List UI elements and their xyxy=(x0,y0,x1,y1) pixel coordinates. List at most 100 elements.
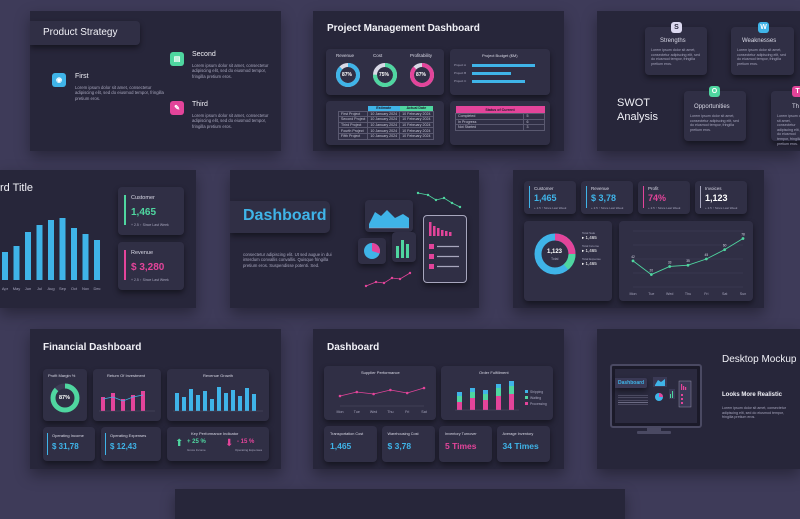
item-first-text: Lorem ipsum dolor sit amet, consectetur … xyxy=(75,85,164,101)
bar-label: Nov xyxy=(82,286,89,291)
swot-w-icon: W xyxy=(758,22,769,33)
screen-text xyxy=(618,395,648,405)
swot-t-icon: T xyxy=(792,86,800,97)
stat-label: Inventory Turnover xyxy=(445,432,477,436)
budget-row-label: Project C xyxy=(454,79,467,83)
legend-label: Waiting xyxy=(530,395,542,400)
ring-chart xyxy=(534,233,576,275)
second-icon: ▤ xyxy=(170,52,184,66)
bar xyxy=(48,220,54,280)
table-row: First Project 10 January 2024 10 February … xyxy=(337,110,434,118)
line-card: 42 Mon 20 Tue 33 Wed 35 Thu 45 Fri 60 Sat 78 Sun xyxy=(619,221,753,301)
supplier-line-chart: Mon Tue Wed Thu Fri Sat xyxy=(337,386,427,414)
slide-product-strategy[interactable]: Product Strategy ◉ First Lorem ipsum dol… xyxy=(30,11,281,151)
stat-label: Average Inventory xyxy=(502,432,534,436)
table-cell: 10 February 2024 xyxy=(399,110,434,118)
hero-title: Dashboard xyxy=(243,207,327,224)
monitor-screen: Dashboard xyxy=(615,369,697,423)
roi-card: Return Of Investment xyxy=(93,369,161,421)
customer-label: Customer xyxy=(131,195,155,201)
customer-note: + 2.5 ↑ Since Last Week xyxy=(131,223,169,227)
roi-chart xyxy=(99,391,155,412)
slide-swot[interactable]: SWOT Analysis S Strengths Lorem ipsum do… xyxy=(597,11,800,151)
line-point xyxy=(405,391,409,395)
slide-financial-dashboard[interactable]: Financial Dashboard Profit Margin % 87% … xyxy=(30,329,281,469)
bar-label: Jul xyxy=(37,286,42,291)
legend-label: Total Sale xyxy=(582,231,596,235)
growth-card: Revenue Growth xyxy=(167,369,269,421)
legend-swatch xyxy=(525,396,528,399)
slide-title: Project Management Dashboard xyxy=(327,23,480,34)
line-point xyxy=(668,265,672,268)
kpi-card: Customer 1,465 + 2.5 ↑ Since Last Week xyxy=(524,181,576,214)
table-row: Fourth Project 10 January 2024 10 February… xyxy=(337,127,434,134)
supplier-card: Supplier Performance Mon Tue Wed Thu Fri Sat xyxy=(324,366,436,420)
slide-dashboard-supply[interactable]: Dashboard Supplier Performance Mon Tue Wed… xyxy=(313,329,564,469)
swot-title-line2: Analysis xyxy=(617,111,658,123)
line-point xyxy=(389,388,392,392)
line-point xyxy=(338,394,342,398)
status-cell: 6 xyxy=(523,118,545,126)
bar-chart: Apr May Jun Jul Aug Sep Oct Nov Dec xyxy=(2,218,101,291)
slide-dashboard-hero[interactable]: Dashboard consectetur adipiscing elit. U… xyxy=(230,170,479,308)
line-point xyxy=(741,237,745,240)
table-cell: Third Project xyxy=(337,121,369,129)
slide-bottom-partial[interactable] xyxy=(175,489,625,519)
kpi-note: + 2.5 ↑ Since Last Week xyxy=(591,206,624,210)
slide-title: Desktop Mockup xyxy=(722,354,797,365)
screen-title: Dashboard xyxy=(618,380,645,386)
bar-label: May xyxy=(13,286,21,291)
bar xyxy=(25,232,31,280)
slide-project-management[interactable]: Project Management Dashboard Revenue 87% C… xyxy=(313,11,564,151)
swot-opportunities-label: Opportunities xyxy=(694,104,730,110)
swot-s-icon: S xyxy=(671,22,682,33)
stat-value: 1,465 xyxy=(330,441,352,451)
series-line xyxy=(339,387,425,397)
margin-ring xyxy=(50,383,80,413)
donut-value: 75% xyxy=(379,72,390,78)
up-arrow-icon: ⬆ xyxy=(175,438,184,449)
donut-arc xyxy=(373,63,397,87)
roi-label: Return Of Investment xyxy=(107,373,146,378)
donut-value: 87% xyxy=(416,72,427,78)
swot-o-icon: O xyxy=(709,86,720,97)
growth-chart xyxy=(173,387,263,412)
status-cell: 3 xyxy=(523,124,545,131)
line-point xyxy=(372,392,375,396)
trend-line-top xyxy=(416,191,462,209)
slide-kpi-dashboard[interactable]: Customer 1,465 + 2.5 ↑ Since Last Week Reve… xyxy=(513,170,764,308)
slide-title: Dashboard xyxy=(327,342,380,353)
slide-desktop-mockup[interactable]: Desktop Mockup Looks More Realistic Lore… xyxy=(597,329,800,469)
kpi-up-label: Gross Income xyxy=(187,448,206,452)
order-stacked-bars xyxy=(455,381,519,411)
line-chart: 42 Mon 20 Tue 33 Wed 35 Thu 45 Fri 60 Sat 78 Sun xyxy=(630,230,746,296)
estimate-table-card: Estimate Actual Date First Project 10 Janua… xyxy=(326,101,444,145)
bar xyxy=(71,228,77,280)
swot-threats-card xyxy=(771,91,800,141)
line-point xyxy=(686,263,690,267)
table-cell: 10 January 2024 xyxy=(367,133,401,140)
table-cell: Second Project xyxy=(337,116,369,123)
customer-card: Customer 1,465 + 2.5 ↑ Since Last Week xyxy=(118,187,184,235)
trend-line-bottom xyxy=(364,271,412,288)
slide-bar-title[interactable]: rd Title Apr May Jun Jul Aug Sep Oct Nov Dec Cus… xyxy=(0,170,196,308)
kpi-indicator-label: Key Performance Indicator xyxy=(191,431,239,436)
swot-weaknesses-label: Weaknesses xyxy=(742,38,777,44)
donut-ring xyxy=(373,63,397,87)
kpi-indicator-card: Key Performance Indicator ⬆ + 25 % Gross… xyxy=(167,427,269,461)
point-label: 33 xyxy=(668,260,672,264)
monitor-frame: Dashboard xyxy=(610,364,702,428)
x-tick-label: Sat xyxy=(421,410,426,414)
kpi-down-label: Operating Expenses xyxy=(235,448,263,452)
ring-center-value: 1,123 xyxy=(547,249,563,255)
accent-bar xyxy=(586,186,588,208)
line-point xyxy=(704,257,708,261)
stat-value: 34 Times xyxy=(502,441,539,451)
kpi-label: Invoices xyxy=(705,186,722,191)
line-point xyxy=(723,248,727,252)
swot-strengths-card xyxy=(645,27,707,75)
illustration-area-card xyxy=(365,200,413,232)
order-card: Order Fulfillment Shipping Waiting Process… xyxy=(441,366,553,420)
mini-bars-icon xyxy=(396,240,409,258)
status-row: In Progress 6 xyxy=(454,118,545,126)
